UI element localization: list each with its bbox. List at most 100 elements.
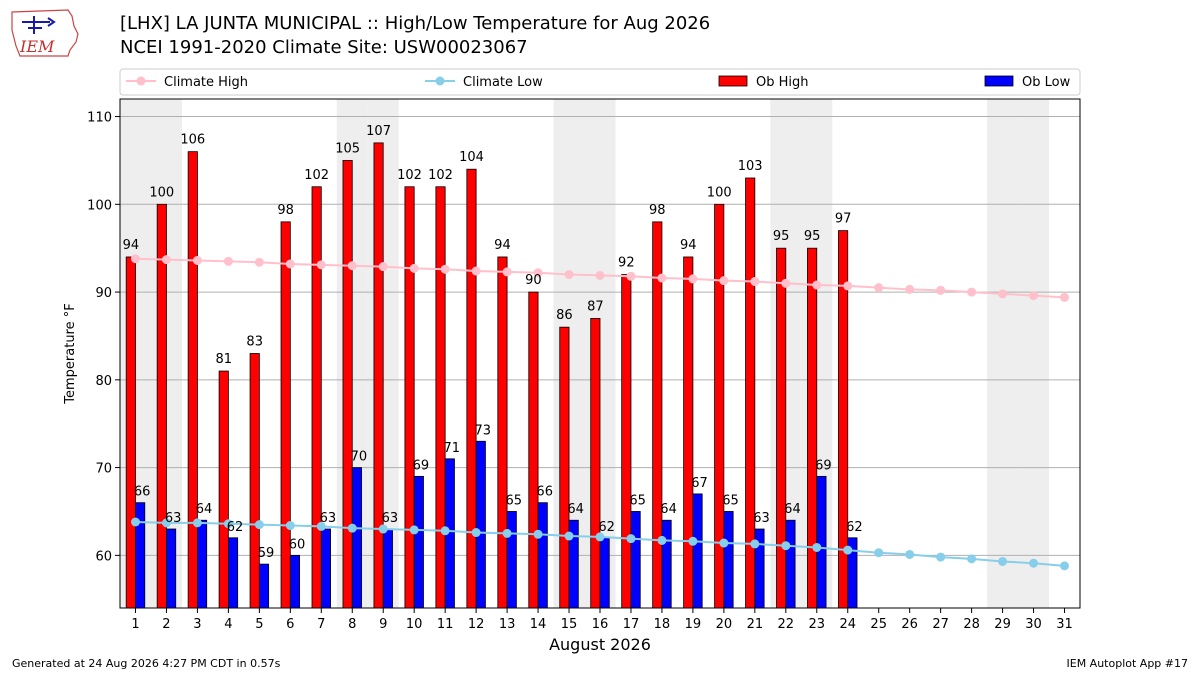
- ob-high-label: 94: [680, 238, 697, 253]
- x-tick-label: 30: [1025, 617, 1042, 632]
- ob-high-bar: [652, 221, 663, 609]
- climate-low-point: [781, 541, 791, 551]
- climate-high-point: [471, 266, 481, 276]
- climate-low-point: [688, 536, 698, 546]
- x-tick-label: 5: [255, 617, 263, 632]
- x-tick-label: 19: [685, 617, 702, 632]
- ob-low-label: 64: [196, 502, 213, 517]
- ob-high-label: 107: [366, 124, 391, 139]
- app-credit: IEM Autoplot App #17: [1066, 657, 1189, 670]
- climate-high-point: [347, 261, 357, 271]
- climate-low-point: [843, 545, 853, 555]
- climate-high-point: [812, 280, 822, 290]
- logo-text: IEM: [19, 37, 55, 56]
- ob-high-label: 98: [649, 203, 666, 218]
- climate-low-point: [998, 556, 1008, 566]
- y-tick-label: 80: [95, 374, 112, 389]
- climate-high-point: [223, 256, 233, 266]
- ob-low-bar: [723, 511, 734, 609]
- climate-low-point: [936, 552, 946, 562]
- ob-high-bar: [249, 353, 260, 609]
- climate-high-point: [626, 271, 636, 281]
- ob-high-bar: [404, 186, 415, 609]
- ob-low-label: 65: [722, 493, 739, 508]
- ob-low-label: 69: [815, 458, 832, 473]
- weekend-shade: [801, 99, 833, 608]
- x-tick-label: 18: [654, 617, 671, 632]
- weekend-shade: [1018, 99, 1050, 608]
- ob-low-label: 63: [382, 511, 399, 526]
- ob-low-bar: [692, 493, 703, 609]
- ob-low-label: 65: [629, 493, 646, 508]
- climate-low-point: [533, 529, 543, 539]
- iowa-outline-icon: [11, 9, 79, 57]
- climate-high-point: [192, 255, 202, 265]
- climate-low-point: [130, 517, 140, 527]
- climate-low-point: [223, 519, 233, 529]
- ob-low-bar: [413, 475, 424, 609]
- ob-high-label: 102: [397, 168, 422, 183]
- ob-low-bar: [661, 519, 672, 609]
- ob-low-bar: [444, 458, 455, 609]
- legend-swatch-marker: [435, 76, 445, 86]
- ob-high-bar: [187, 151, 198, 609]
- ob-high-bar: [621, 274, 632, 609]
- climate-high-point: [719, 276, 729, 286]
- weekend-shade: [336, 99, 368, 608]
- x-tick-label: 7: [317, 617, 325, 632]
- ob-low-bar: [599, 537, 610, 609]
- ob-high-bar: [342, 160, 353, 609]
- ob-high-bar: [218, 370, 229, 609]
- climate-low-point: [440, 526, 450, 536]
- ob-high-bar: [373, 142, 384, 609]
- ob-high-bar: [528, 291, 539, 609]
- x-tick-label: 14: [530, 617, 547, 632]
- ob-low-bar: [135, 502, 146, 609]
- climate-low-line: [135, 520, 1065, 567]
- ob-low-bar: [258, 563, 270, 609]
- ob-high-label: 94: [494, 238, 511, 253]
- climate-high-point: [502, 267, 512, 277]
- climate-high-point: [533, 268, 543, 278]
- ob-high-label: 100: [149, 185, 174, 200]
- legend-swatch-bar: [718, 75, 748, 87]
- ob-low-bar: [754, 528, 765, 609]
- y-tick-label: 110: [87, 111, 112, 126]
- ob-low-label: 63: [320, 511, 337, 526]
- ob-high-label: 81: [215, 352, 232, 367]
- climate-high-point: [595, 270, 605, 280]
- ob-low-bar: [475, 440, 486, 609]
- iem-logo: IEM: [11, 9, 79, 57]
- y-tick-label: 100: [87, 198, 112, 213]
- ob-low-bar: [785, 519, 796, 609]
- climate-high-point: [130, 254, 140, 264]
- climate-high-point: [657, 273, 667, 283]
- climate-low-point: [471, 528, 481, 538]
- x-tick-label: 26: [901, 617, 918, 632]
- ob-high-label: 83: [246, 335, 263, 350]
- climate-low-point: [812, 542, 822, 552]
- ob-low-label: 64: [567, 502, 584, 517]
- legend-box: [119, 68, 1081, 96]
- ob-high-bar: [807, 247, 818, 609]
- ob-high-bar: [714, 203, 725, 609]
- weekend-shade: [120, 99, 151, 608]
- ob-high-label: 102: [428, 168, 453, 183]
- ob-low-bar: [351, 467, 362, 609]
- ob-low-bar: [197, 519, 208, 609]
- climate-high-point: [409, 263, 419, 273]
- ob-high-bar: [683, 256, 694, 609]
- climate-high-point: [564, 270, 574, 280]
- weekend-shade: [987, 99, 1019, 608]
- x-tick-label: 24: [839, 617, 856, 632]
- ob-low-bar: [320, 528, 331, 609]
- climate-low-point: [502, 528, 512, 538]
- ob-low-label: 62: [227, 520, 244, 535]
- climate-low-point: [750, 539, 760, 549]
- plot-frame: [119, 98, 1081, 609]
- x-tick-label: 8: [348, 617, 356, 632]
- x-tick-label: 11: [437, 617, 454, 632]
- climate-low-point: [1029, 558, 1039, 568]
- x-tick-label: 13: [499, 617, 516, 632]
- weekend-shade: [553, 99, 585, 608]
